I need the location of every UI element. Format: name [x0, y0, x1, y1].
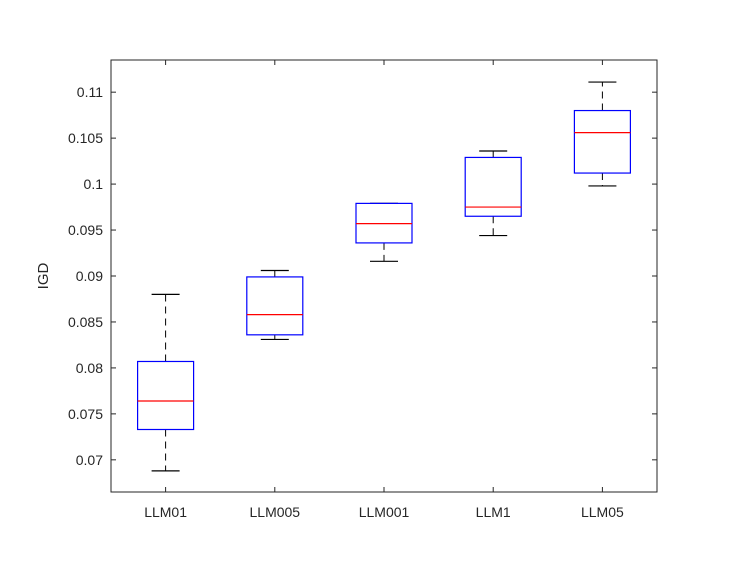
y-tick-label: 0.07 — [76, 452, 103, 468]
box-llm005 — [246, 269, 304, 341]
boxes-layer — [137, 81, 632, 472]
y-axis-label: IGD — [35, 263, 52, 290]
box-llm01 — [137, 293, 195, 472]
iqr-box — [573, 109, 632, 174]
y-tick-label: 0.095 — [68, 222, 103, 238]
y-tick-label: 0.075 — [68, 406, 103, 422]
box-llm05 — [573, 81, 632, 187]
y-tick-label: 0.09 — [76, 268, 103, 284]
x-tick-label: LLM05 — [581, 504, 624, 520]
y-tick-label: 0.11 — [77, 84, 103, 100]
x-tick-label: LLM1 — [476, 504, 511, 520]
box-llm1 — [464, 150, 522, 237]
y-tick-label: 0.105 — [68, 130, 103, 146]
plot-area-background — [111, 60, 657, 492]
box-llm001 — [355, 202, 413, 262]
y-tick-label: 0.08 — [76, 360, 103, 376]
iqr-box — [137, 360, 195, 431]
y-tick-label: 0.1 — [84, 176, 104, 192]
x-tick-label: LLM01 — [144, 504, 187, 520]
x-tick-label: LLM005 — [250, 504, 301, 520]
x-tick-label: LLM001 — [359, 504, 410, 520]
ticks-layer: 0.07 0.075 0.08 0.085 0.09 0.095 0.1 0.105 0.11 L… — [68, 60, 657, 520]
axes-frame — [110, 59, 658, 493]
iqr-box — [464, 156, 522, 217]
y-tick-label: 0.085 — [68, 314, 103, 330]
iqr-box — [246, 276, 304, 336]
